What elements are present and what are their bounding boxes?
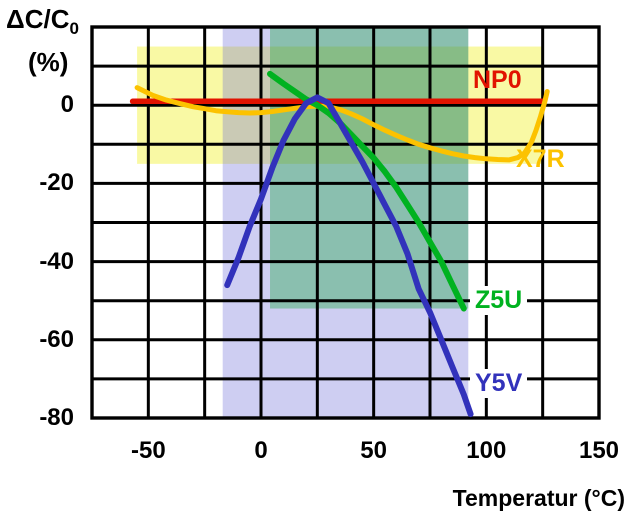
y-tick-label: -80: [39, 404, 74, 431]
x-tick-label: 50: [360, 437, 387, 464]
curve-label-x7r: X7R: [516, 145, 565, 173]
y-tick-label: -40: [39, 247, 74, 275]
curve-Z5U: [267, 70, 467, 312]
curve-label-np0: NP0: [473, 66, 522, 94]
y-axis-title-sub: 0: [69, 19, 79, 39]
y-tick-label: -20: [39, 169, 74, 197]
x-tick-label: 100: [466, 437, 507, 464]
curve-Y5V: [224, 94, 474, 418]
curve-label-z5u: Z5U: [470, 286, 528, 315]
x-tick-label: 150: [578, 437, 620, 464]
curve-X7R: [134, 85, 550, 163]
x-tick-label: 0: [254, 437, 268, 464]
y-axis-title-main: ΔC/C: [6, 4, 70, 34]
x-tick-label: -50: [130, 437, 166, 464]
curves: [129, 70, 550, 418]
y-tick-label: -60: [39, 325, 74, 353]
x-axis-title: Temperatur (°C): [452, 485, 625, 511]
y-axis-title: ΔC/C0: [6, 4, 79, 39]
y-tick-label: 0: [60, 91, 74, 119]
region-Z5U-tolerance-band: [270, 27, 469, 309]
curve-label-y5v: Y5V: [470, 369, 528, 398]
plot-border: [90, 25, 601, 420]
y-axis-unit-label: (%): [28, 47, 69, 77]
